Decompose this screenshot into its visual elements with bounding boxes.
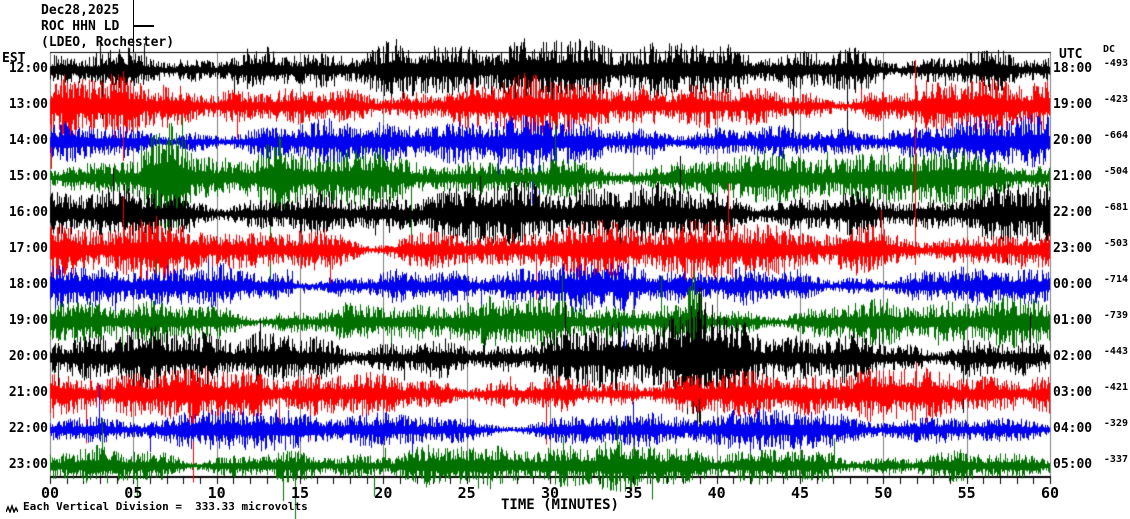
header-location: (LDEO, Rochester) [41, 35, 175, 50]
dc-offset-value: -739 [1103, 310, 1128, 321]
x-tick-label: 20 [374, 484, 393, 502]
est-time-label: 19:00 [8, 313, 48, 328]
utc-time-label: 04:00 [1053, 421, 1093, 436]
header-station-channel: ROC HHN LD [41, 19, 120, 34]
x-tick-label: 25 [457, 484, 476, 502]
vertical-division-note: Each Vertical Division = 333.33 microvol… [23, 500, 308, 513]
utc-time-label: 03:00 [1053, 385, 1093, 400]
x-tick-label: 30 [540, 484, 560, 502]
dc-offset-value: -329 [1103, 418, 1128, 429]
utc-time-label: 00:00 [1053, 277, 1093, 292]
est-time-label: 18:00 [8, 277, 48, 292]
dc-column-header: DC [1103, 44, 1116, 55]
x-tick-label: 60 [1040, 484, 1060, 502]
dc-offset-value: -504 [1103, 166, 1128, 177]
header-date: Dec28,2025 [41, 3, 120, 18]
est-time-label: 14:00 [8, 133, 48, 148]
dc-offset-value: -681 [1103, 202, 1128, 213]
x-tick-label: 00 [40, 484, 60, 502]
utc-time-label: 22:00 [1053, 205, 1093, 220]
left-axis-label-est: EST [2, 51, 26, 66]
x-tick-label: 55 [957, 484, 976, 502]
est-time-label: 22:00 [8, 421, 48, 436]
est-time-label: 21:00 [8, 385, 48, 400]
dc-offset-value: -503 [1103, 238, 1128, 249]
dc-offset-value: -493 [1103, 58, 1128, 69]
dc-offset-value: -664 [1103, 130, 1128, 141]
waveform-mark-icon [6, 504, 18, 513]
x-tick-label: 50 [874, 484, 893, 502]
utc-time-label: 23:00 [1053, 241, 1093, 256]
x-tick-label: 40 [707, 484, 726, 502]
est-time-label: 15:00 [8, 169, 48, 184]
est-time-label: 12:00 [8, 61, 48, 76]
utc-time-label: 21:00 [1053, 169, 1093, 184]
utc-time-label: 02:00 [1053, 349, 1093, 364]
est-time-label: 20:00 [8, 349, 48, 364]
dc-offset-value: -421 [1103, 382, 1128, 393]
right-axis-label-utc: UTC [1059, 47, 1083, 62]
utc-time-label: 19:00 [1053, 97, 1093, 112]
vertical-scale-bar [133, 0, 134, 52]
x-tick-label: 45 [790, 484, 810, 502]
dc-offset-value: -714 [1103, 274, 1128, 285]
x-axis-title: TIME (MINUTES) [500, 497, 619, 513]
dc-offset-value: -423 [1103, 94, 1128, 105]
utc-time-label: 18:00 [1053, 61, 1093, 76]
x-tick-label: 35 [624, 484, 643, 502]
est-time-label: 13:00 [8, 97, 48, 112]
vertical-scale-bar-tick [134, 25, 154, 27]
utc-time-label: 05:00 [1053, 457, 1093, 472]
dc-offset-value: -443 [1103, 346, 1128, 357]
utc-time-label: 01:00 [1053, 313, 1093, 328]
utc-time-label: 20:00 [1053, 133, 1093, 148]
x-tick-label: 05 [124, 484, 143, 502]
x-tick-label: 10 [207, 484, 226, 502]
x-tick-label: 15 [290, 484, 310, 502]
dc-offset-value: -337 [1103, 454, 1128, 465]
est-time-label: 17:00 [8, 241, 48, 256]
est-time-label: 23:00 [8, 457, 48, 472]
est-time-label: 16:00 [8, 205, 48, 220]
